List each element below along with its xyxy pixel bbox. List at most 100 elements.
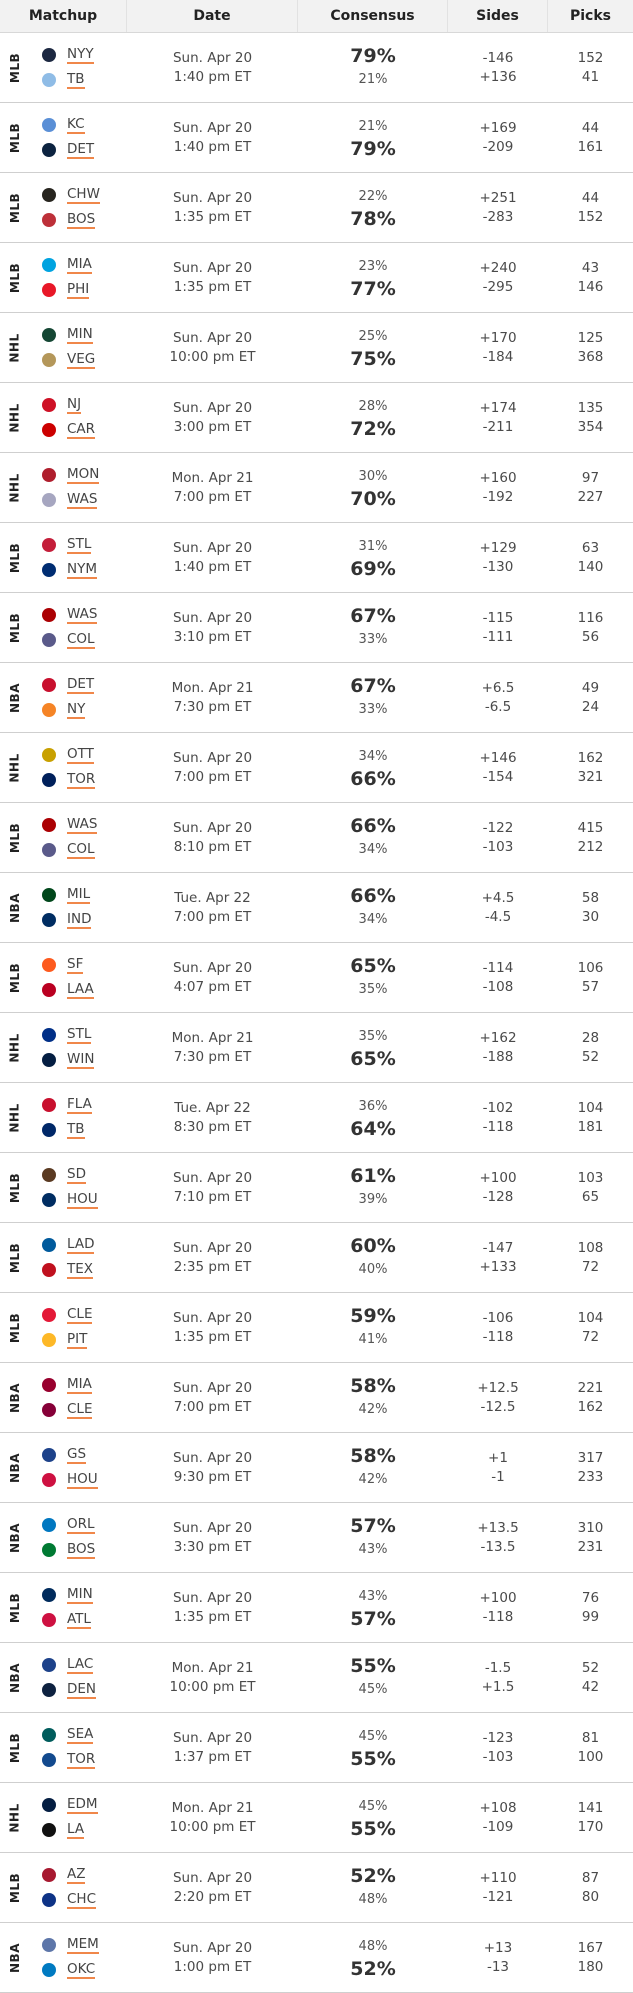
team-link[interactable]: LAC (67, 1655, 94, 1674)
team-link[interactable]: AZ (67, 1865, 86, 1884)
table-row[interactable]: MLB CHW BOS Sun. Apr 20 1:35 pm ET 22% 7… (0, 173, 633, 243)
team-link[interactable]: TB (67, 70, 85, 89)
table-row[interactable]: NBA MIA CLE Sun. Apr 20 7:00 pm ET 58% 4… (0, 1363, 633, 1433)
sides-cell: +13 -13 (448, 1923, 548, 1992)
team-entry: AZ (42, 1866, 96, 1884)
team-link[interactable]: GS (67, 1445, 87, 1464)
matchup-cell: NHL EDM LA (0, 1783, 127, 1852)
league-text: NBA (7, 1452, 22, 1483)
team-link[interactable]: SF (67, 955, 84, 974)
table-row[interactable]: MLB NYY TB Sun. Apr 20 1:40 pm ET 79% 21… (0, 33, 633, 103)
table-row[interactable]: MLB SF LAA Sun. Apr 20 4:07 pm ET 65% 35… (0, 943, 633, 1013)
table-row[interactable]: MLB SD HOU Sun. Apr 20 7:10 pm ET 61% 39… (0, 1153, 633, 1223)
game-date: Sun. Apr 20 (172, 1449, 253, 1466)
team-link[interactable]: TOR (67, 770, 96, 789)
table-row[interactable]: MLB KC DET Sun. Apr 20 1:40 pm ET 21% 79… (0, 103, 633, 173)
team-link[interactable]: SEA (67, 1725, 94, 1744)
table-row[interactable]: MLB WAS COL Sun. Apr 20 8:10 pm ET 66% 3… (0, 803, 633, 873)
team-link[interactable]: LAA (67, 980, 94, 999)
team-link[interactable]: IND (67, 910, 92, 929)
header-consensus[interactable]: Consensus (298, 0, 448, 32)
team-entry: DEN (42, 1680, 97, 1699)
team-link[interactable]: MIA (67, 255, 92, 274)
team-link[interactable]: NJ (67, 395, 82, 414)
team-link[interactable]: DET (67, 675, 95, 694)
team-link[interactable]: WAS (67, 605, 98, 624)
team-link[interactable]: EDM (67, 1795, 98, 1814)
table-row[interactable]: NHL MON WAS Mon. Apr 21 7:00 pm ET 30% 7… (0, 453, 633, 523)
team-link[interactable]: KC (67, 115, 85, 134)
team-link[interactable]: MEM (67, 1935, 99, 1954)
team-link[interactable]: STL (67, 535, 92, 554)
team-link[interactable]: WIN (67, 1050, 95, 1069)
team-link[interactable]: BOS (67, 210, 96, 229)
header-matchup[interactable]: Matchup (0, 0, 127, 32)
team-link[interactable]: TEX (67, 1260, 94, 1279)
team-link[interactable]: NYM (67, 560, 97, 579)
team-link[interactable]: LA (67, 1820, 85, 1839)
table-row[interactable]: NBA GS HOU Sun. Apr 20 9:30 pm ET 58% 42… (0, 1433, 633, 1503)
table-row[interactable]: NHL EDM LA Mon. Apr 21 10:00 pm ET 45% 5… (0, 1783, 633, 1853)
matchup-cell: MLB LAD TEX (0, 1223, 127, 1292)
table-row[interactable]: NBA MIL IND Tue. Apr 22 7:00 pm ET 66% 3… (0, 873, 633, 943)
team-link[interactable]: MIN (67, 1585, 93, 1604)
header-date[interactable]: Date (127, 0, 298, 32)
table-row[interactable]: MLB WAS COL Sun. Apr 20 3:10 pm ET 67% 3… (0, 593, 633, 663)
team-link[interactable]: CLE (67, 1305, 93, 1324)
team-link[interactable]: NY (67, 700, 86, 719)
table-row[interactable]: NBA ORL BOS Sun. Apr 20 3:30 pm ET 57% 4… (0, 1503, 633, 1573)
team-link[interactable]: HOU (67, 1190, 98, 1209)
table-row[interactable]: MLB MIN ATL Sun. Apr 20 1:35 pm ET 43% 5… (0, 1573, 633, 1643)
team-link[interactable]: MIA (67, 1375, 92, 1394)
team-link[interactable]: DEN (67, 1680, 97, 1699)
team-link[interactable]: COL (67, 630, 95, 649)
game-time: 1:35 pm ET (173, 208, 252, 225)
table-row[interactable]: MLB LAD TEX Sun. Apr 20 2:35 pm ET 60% 4… (0, 1223, 633, 1293)
team-link[interactable]: MIN (67, 325, 93, 344)
team-link[interactable]: WAS (67, 815, 98, 834)
table-row[interactable]: NHL OTT TOR Sun. Apr 20 7:00 pm ET 34% 6… (0, 733, 633, 803)
team-logo-icon (42, 423, 56, 437)
table-row[interactable]: NBA LAC DEN Mon. Apr 21 10:00 pm ET 55% … (0, 1643, 633, 1713)
team-link[interactable]: ATL (67, 1610, 91, 1629)
team-link[interactable]: OTT (67, 745, 94, 764)
team-link[interactable]: PIT (67, 1330, 88, 1349)
team-link[interactable]: MON (67, 465, 100, 484)
team-link[interactable]: ORL (67, 1515, 95, 1534)
team-link[interactable]: NYY (67, 45, 94, 64)
team-link[interactable]: OKC (67, 1960, 96, 1979)
team-link[interactable]: SD (67, 1165, 86, 1184)
team-link[interactable]: WAS (67, 490, 98, 509)
header-picks[interactable]: Picks (569, 8, 611, 24)
team-link[interactable]: DET (67, 140, 95, 159)
team-link[interactable]: CHC (67, 1890, 97, 1909)
game-date: Sun. Apr 20 (172, 259, 253, 276)
table-row[interactable]: NHL STL WIN Mon. Apr 21 7:30 pm ET 35% 6… (0, 1013, 633, 1083)
team-link[interactable]: TB (67, 1120, 85, 1139)
team-link[interactable]: STL (67, 1025, 92, 1044)
team-link[interactable]: VEG (67, 350, 96, 369)
table-row[interactable]: MLB MIA PHI Sun. Apr 20 1:35 pm ET 23% 7… (0, 243, 633, 313)
header-sides[interactable]: Sides (448, 0, 548, 32)
table-row[interactable]: MLB STL NYM Sun. Apr 20 1:40 pm ET 31% 6… (0, 523, 633, 593)
team-link[interactable]: BOS (67, 1540, 96, 1559)
team-link[interactable]: COL (67, 840, 95, 859)
table-row[interactable]: MLB SEA TOR Sun. Apr 20 1:37 pm ET 45% 5… (0, 1713, 633, 1783)
table-row[interactable]: NBA DET NY Mon. Apr 21 7:30 pm ET 67% 33… (0, 663, 633, 733)
table-row[interactable]: NBA MEM OKC Sun. Apr 20 1:00 pm ET 48% 5… (0, 1923, 633, 1993)
team-link[interactable]: CAR (67, 420, 96, 439)
team-logo-icon (42, 143, 56, 157)
team-link[interactable]: LAD (67, 1235, 95, 1254)
team-link[interactable]: TOR (67, 1750, 96, 1769)
table-row[interactable]: MLB AZ CHC Sun. Apr 20 2:20 pm ET 52% 48… (0, 1853, 633, 1923)
team-link[interactable]: FLA (67, 1095, 92, 1114)
team-link[interactable]: MIL (67, 885, 91, 904)
team-link[interactable]: HOU (67, 1470, 98, 1489)
table-row[interactable]: MLB CLE PIT Sun. Apr 20 1:35 pm ET 59% 4… (0, 1293, 633, 1363)
team-link[interactable]: PHI (67, 280, 90, 299)
table-row[interactable]: NHL NJ CAR Sun. Apr 20 3:00 pm ET 28% 72… (0, 383, 633, 453)
team-link[interactable]: CHW (67, 185, 100, 204)
table-row[interactable]: NHL MIN VEG Sun. Apr 20 10:00 pm ET 25% … (0, 313, 633, 383)
table-row[interactable]: NHL FLA TB Tue. Apr 22 8:30 pm ET 36% 64… (0, 1083, 633, 1153)
team-link[interactable]: CLE (67, 1400, 93, 1419)
